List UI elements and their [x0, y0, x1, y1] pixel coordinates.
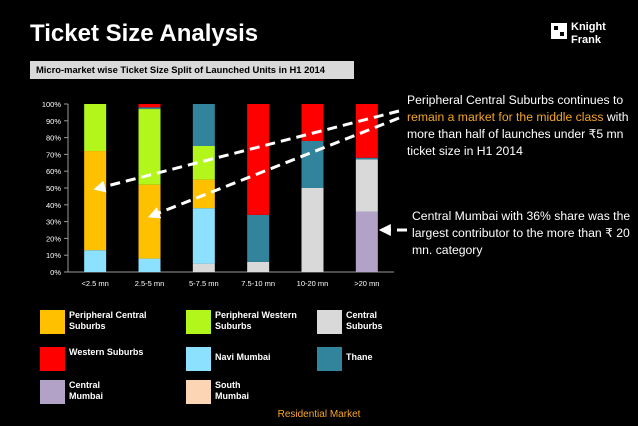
knight-frank-logo: Knight Frank — [551, 18, 621, 50]
legend-label: Navi Mumbai — [215, 352, 271, 362]
y-tick-label: 90% — [46, 117, 61, 126]
y-tick-label: 40% — [46, 201, 61, 210]
y-tick-label: 30% — [46, 218, 61, 227]
page-title: Ticket Size Analysis — [30, 20, 259, 47]
y-tick-label: 20% — [46, 234, 61, 243]
legend-swatch — [40, 347, 65, 371]
legend-label: Thane — [346, 352, 373, 362]
bar-segment-western-suburbs — [138, 104, 161, 108]
callout-arrows — [93, 109, 407, 236]
bar-segment-navi-mumbai — [84, 250, 107, 272]
legend-swatch — [40, 380, 65, 404]
y-tick-label: 100% — [42, 100, 62, 109]
footer-label: Residential Market — [277, 409, 361, 420]
legend-swatch — [317, 310, 342, 334]
x-tick-label: 7.5-10 mn — [241, 279, 275, 288]
bar-segment-peripheral-western-suburbs — [138, 109, 161, 185]
legend-swatch — [317, 347, 342, 371]
bar-segment-peripheral-central-suburbs — [138, 184, 161, 259]
legend-swatch — [186, 310, 211, 334]
bar-segment-navi-mumbai — [138, 258, 161, 272]
legend-swatch — [186, 347, 211, 371]
bar-segment-navi-mumbai — [192, 208, 215, 264]
x-tick-label: >20 mn — [354, 279, 379, 288]
legend-label: Western Suburbs — [69, 347, 144, 357]
x-tick-label: 2.5-5 mn — [135, 279, 165, 288]
legend-label: Peripheral Western Suburbs — [215, 310, 297, 331]
chart-subtitle: Micro-market wise Ticket Size Split of L… — [30, 61, 354, 79]
chart-tick-labels: 0% 10% 20% 30% 40% 50% 60% 70% 80% 90% 100% <2.5 mn… — [42, 100, 380, 288]
bar-segment-central-suburbs — [301, 188, 324, 272]
bar-segment-central-mumbai — [355, 211, 378, 272]
bar-segment-western-suburbs — [247, 104, 270, 215]
callout-peripheral-text-1: Peripheral Central Suburbs continues to — [407, 93, 624, 107]
chart-axes — [64, 103, 394, 273]
y-tick-label: 50% — [46, 184, 61, 193]
legend-label: Central Suburbs — [346, 310, 383, 331]
bar-segment-peripheral-western-suburbs — [84, 104, 107, 152]
callout-peripheral-highlight: remain a market for the middle class — [407, 110, 604, 124]
bar-segment-thane — [355, 157, 378, 160]
bar-segment-central-suburbs — [355, 159, 378, 212]
callout-arrow-2 — [147, 116, 400, 219]
y-tick-label: 10% — [46, 251, 61, 260]
logo-word-2: Frank — [571, 34, 601, 46]
bar-segment-peripheral-central-suburbs — [84, 151, 107, 251]
bar-segment-central-suburbs — [247, 261, 270, 272]
legend-swatch — [40, 310, 65, 334]
y-tick-label: 70% — [46, 150, 61, 159]
callout-peripheral-central: Peripheral Central Suburbs continues to … — [407, 92, 632, 160]
bar-segment-thane — [247, 214, 270, 262]
legend-swatch — [186, 380, 211, 404]
callout-peripheral-text-2: with more than half of launches under ₹5… — [407, 110, 629, 158]
logo-word-1: Knight — [571, 21, 606, 33]
bar-segment-thane — [192, 104, 215, 146]
logo-mark-icon — [551, 23, 567, 39]
legend-label: Peripheral Central Suburbs — [69, 310, 147, 331]
bar-segment-central-suburbs — [192, 263, 215, 272]
callout-central-mumbai: Central Mumbai with 36% share was the la… — [412, 209, 631, 257]
y-tick-label: 60% — [46, 167, 61, 176]
chart-bars — [84, 104, 378, 272]
bar-segment-thane — [301, 140, 324, 188]
bar-segment-peripheral-western-suburbs — [192, 146, 215, 180]
y-tick-label: 80% — [46, 134, 61, 143]
bar-segment-thane — [138, 107, 161, 110]
x-tick-label: <2.5 mn — [82, 279, 109, 288]
x-tick-label: 5-7.5 mn — [189, 279, 219, 288]
x-tick-label: 10-20 mn — [297, 279, 329, 288]
callout-arrow-1 — [93, 109, 400, 193]
legend-label: South Mumbai — [215, 380, 250, 401]
legend-label: Central Mumbai — [69, 380, 104, 401]
y-tick-label: 0% — [50, 268, 61, 277]
